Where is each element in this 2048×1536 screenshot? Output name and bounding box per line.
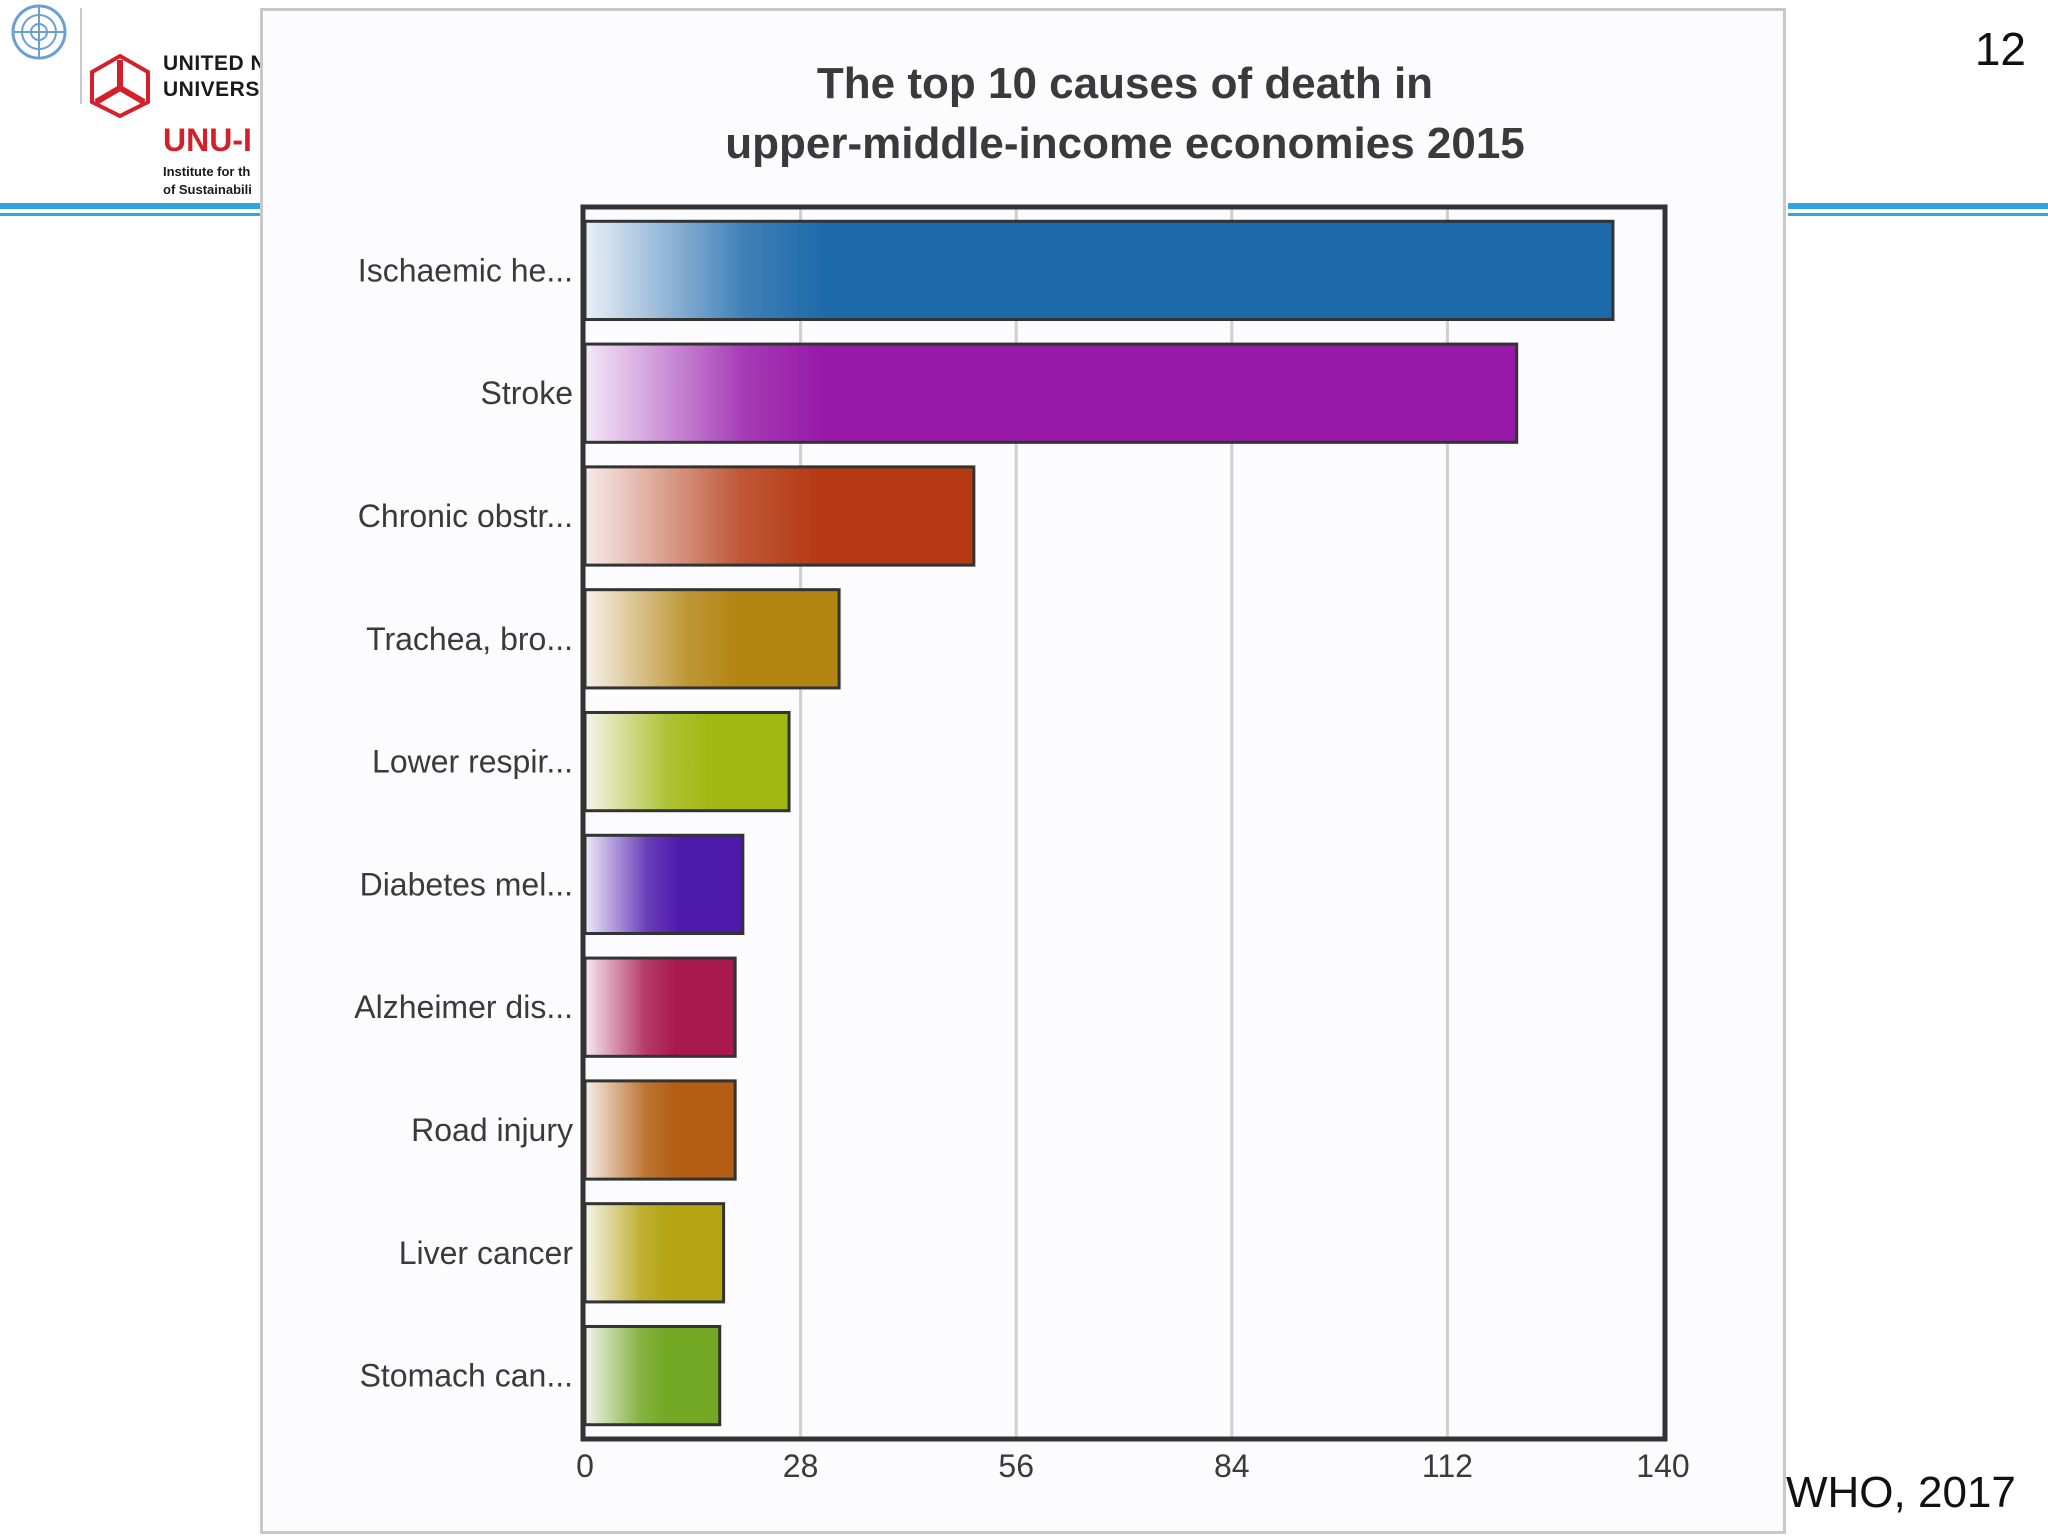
x-tick-label: 56	[998, 1448, 1034, 1484]
org-name-line1: UNITED N	[163, 52, 267, 75]
header-rule-left	[0, 203, 262, 217]
institute-name-line2: of Sustainabili	[163, 182, 252, 197]
bar	[583, 219, 1615, 322]
institute-code: UNU-I	[163, 122, 252, 158]
category-label: Road injury	[411, 1112, 573, 1148]
bar-chart: The top 10 causes of death in upper-midd…	[354, 59, 1690, 1484]
un-emblem-icon	[11, 4, 67, 60]
category-label: Stomach can...	[360, 1358, 573, 1394]
logo-divider	[80, 8, 82, 104]
category-label: Stroke	[481, 375, 573, 411]
bar	[583, 342, 1519, 444]
chart-subtitle: upper-middle-income economies 2015	[725, 119, 1525, 168]
bar	[583, 588, 841, 690]
bar	[583, 833, 745, 936]
x-tick-label: 0	[576, 1448, 594, 1484]
x-tick-label: 140	[1636, 1448, 1689, 1484]
x-axis-ticks: 0 28 56 84 112 140	[576, 1448, 1690, 1484]
bar	[583, 1079, 737, 1181]
x-tick-label: 112	[1422, 1448, 1473, 1484]
bar	[583, 465, 976, 567]
category-label: Lower respir...	[372, 744, 573, 780]
bar	[583, 710, 791, 813]
bar	[583, 1324, 722, 1427]
header-rule-right	[1788, 203, 2048, 217]
category-label: Diabetes mel...	[360, 866, 573, 902]
category-label: Liver cancer	[399, 1235, 574, 1271]
x-tick-label: 28	[783, 1448, 819, 1484]
plot-frame	[580, 204, 1668, 1442]
chart-title: The top 10 causes of death in	[817, 59, 1433, 108]
category-label: Trachea, bro...	[366, 621, 573, 657]
slide-number: 12	[1974, 23, 2026, 75]
category-label: Chronic obstr...	[358, 498, 573, 534]
x-tick-label: 84	[1214, 1448, 1250, 1484]
org-name-line2: UNIVERSI	[163, 78, 267, 101]
chart-panel: The top 10 causes of death in upper-midd…	[260, 8, 1786, 1534]
unu-logo-icon	[90, 53, 150, 119]
source-citation: WHO, 2017	[1786, 1468, 2016, 1517]
bars	[583, 219, 1615, 1427]
bar	[583, 1202, 726, 1304]
category-labels: Ischaemic he... Stroke Chronic obstr... Tra…	[354, 252, 573, 1393]
logo-area: UNITED N UNIVERSI UNU-I Institute for th…	[0, 0, 266, 205]
bar	[583, 956, 737, 1058]
category-label: Ischaemic he...	[358, 252, 573, 288]
category-label: Alzheimer dis...	[354, 989, 573, 1025]
institute-name-line1: Institute for th	[163, 164, 251, 179]
